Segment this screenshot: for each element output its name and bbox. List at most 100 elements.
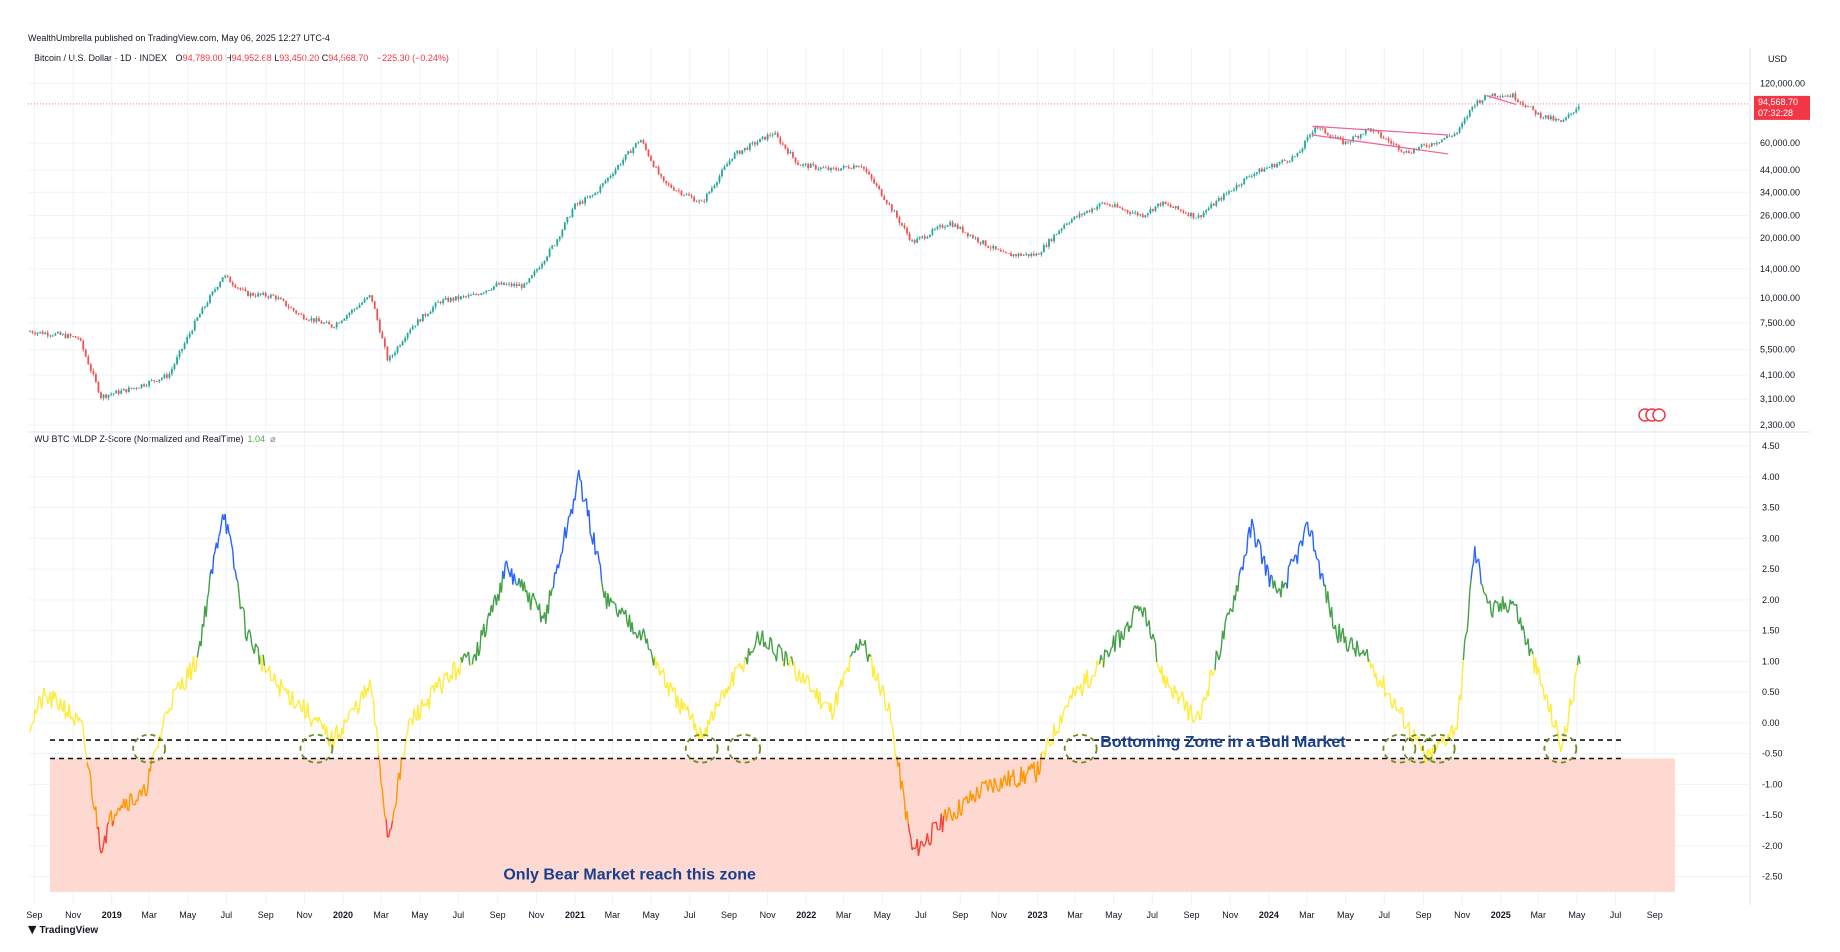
zscore-line-segment <box>1114 632 1117 652</box>
price-candle-body <box>1169 204 1172 207</box>
zscore-line-segment <box>830 703 833 720</box>
price-candle-body <box>946 225 949 227</box>
price-candle-body <box>391 355 394 357</box>
price-candle-body <box>890 204 893 212</box>
price-candle-body <box>117 390 120 394</box>
last-price-badge[interactable]: 94,568.70 07:32:28 <box>1754 95 1810 120</box>
zscore-line-segment <box>467 651 471 666</box>
flag-icons[interactable] <box>1638 408 1666 422</box>
zscore-line-segment <box>1339 632 1343 643</box>
zscore-line-segment <box>578 469 581 481</box>
price-candle-body <box>1511 93 1514 98</box>
trendline-drawing[interactable] <box>1312 134 1449 155</box>
price-candle-body <box>1499 96 1502 98</box>
price-candle-body <box>845 165 848 167</box>
price-candle-body <box>855 165 858 168</box>
zscore-line-segment <box>287 689 291 706</box>
eye-icon[interactable]: ⌀ <box>270 434 276 444</box>
zscore-line-segment <box>1567 698 1571 716</box>
price-tick-label: 26,000.00 <box>1760 210 1800 220</box>
zscore-line-segment <box>634 631 637 634</box>
price-candle-body <box>601 183 604 187</box>
symbol-name[interactable]: Bitcoin / U.S. Dollar · 1D · INDEX <box>34 53 168 63</box>
zscore-line-segment <box>1311 531 1315 552</box>
zscore-line-segment <box>455 671 458 681</box>
price-candle-body <box>1451 135 1453 137</box>
price-candle-body <box>155 381 158 382</box>
price-candle-body <box>1433 143 1436 145</box>
price-candle-body <box>64 334 67 339</box>
zscore-line-segment <box>1207 671 1211 696</box>
price-candle-body <box>72 336 74 337</box>
time-axis[interactable]: Sep Nov 2019 Mar May Jul Sep Nov 2020 Mar May Jul Se… <box>26 910 1662 920</box>
zscore-line-segment <box>355 700 358 707</box>
zscore-line-segment <box>1512 600 1515 606</box>
zscore-line-segment <box>995 783 998 789</box>
price-candle-body <box>911 239 914 241</box>
trendline-drawing[interactable] <box>1312 125 1449 136</box>
price-candle-body <box>470 294 472 296</box>
price-candle-body <box>1235 184 1238 190</box>
zscore-line-segment <box>1543 694 1547 701</box>
zscore-line-segment <box>1074 685 1078 697</box>
zscore-line-segment <box>1470 568 1473 580</box>
price-candle-body <box>1410 152 1413 154</box>
price-candle-body <box>140 384 143 388</box>
zscore-line-segment <box>151 755 154 758</box>
zscore-line-segment <box>200 624 204 647</box>
zscore-line-segment <box>906 810 909 824</box>
zscore-line-segment <box>718 694 722 706</box>
price-candle-body <box>46 332 49 336</box>
price-candle-body <box>135 387 138 389</box>
time-tick-label: Mar <box>373 910 389 920</box>
price-candle-body <box>1392 143 1395 145</box>
price-candle-body <box>731 158 734 161</box>
zscore-line-segment <box>242 607 245 611</box>
zscore-line-segment <box>500 570 504 593</box>
price-candle-body <box>262 292 265 295</box>
price-candle-body <box>358 304 361 308</box>
tradingview-logo[interactable]: ▼ TradingView <box>28 923 98 936</box>
price-candle-body <box>913 239 916 243</box>
last-price-value: 94,568.70 <box>1758 97 1798 107</box>
price-candle-body <box>951 222 954 227</box>
price-axis[interactable]: 120,000.00 60,000.00 44,000.00 34,000.00 26,… <box>1760 78 1805 430</box>
zscore-line-segment <box>372 699 376 725</box>
price-candle-body <box>533 271 536 276</box>
zscore-line-segment <box>764 641 768 649</box>
price-candle-body <box>1324 128 1327 134</box>
zscore-line-segment <box>728 681 732 691</box>
indicator-name[interactable]: WU BTC MLDP Z-Score (Normalized and Real… <box>34 434 244 444</box>
zscore-line-segment <box>1200 702 1204 718</box>
zscore-line-segment <box>1363 652 1367 657</box>
price-candle-body <box>520 284 523 288</box>
price-candle-body <box>193 320 196 331</box>
zscore-line-segment <box>1287 564 1291 567</box>
price-candle-body <box>1329 135 1332 138</box>
zscore-line-segment <box>418 717 421 721</box>
zscore-line-segment <box>253 643 257 654</box>
zscore-line-segment <box>1460 677 1463 701</box>
price-candle-body <box>1083 212 1086 215</box>
price-candle-body <box>254 295 257 297</box>
zscore-line-segment <box>972 793 975 800</box>
zscore-line-segment <box>1218 655 1221 661</box>
zscore-line-segment <box>43 687 46 695</box>
flag-icon[interactable] <box>1652 408 1666 422</box>
price-candle-body <box>297 313 300 315</box>
price-candle-body <box>1453 133 1456 136</box>
price-candle-body <box>503 282 505 285</box>
zscore-line-segment <box>97 827 101 847</box>
zscore-line-segment <box>251 644 254 650</box>
price-candle-body <box>639 140 642 143</box>
price-candle-body <box>1253 173 1256 176</box>
zscore-line-segment <box>1395 709 1398 712</box>
price-candle-body <box>1334 136 1337 138</box>
zscore-line-segment <box>403 745 406 759</box>
zscore-line-segment <box>1232 595 1235 612</box>
price-candle-body <box>1466 116 1469 119</box>
trendline-drawing[interactable] <box>1486 95 1517 105</box>
zscore-axis[interactable]: 4.50 4.00 3.50 3.00 2.50 2.00 1.50 1.00 0.50 0.00… <box>1762 441 1783 881</box>
bear-zone <box>50 758 1675 892</box>
